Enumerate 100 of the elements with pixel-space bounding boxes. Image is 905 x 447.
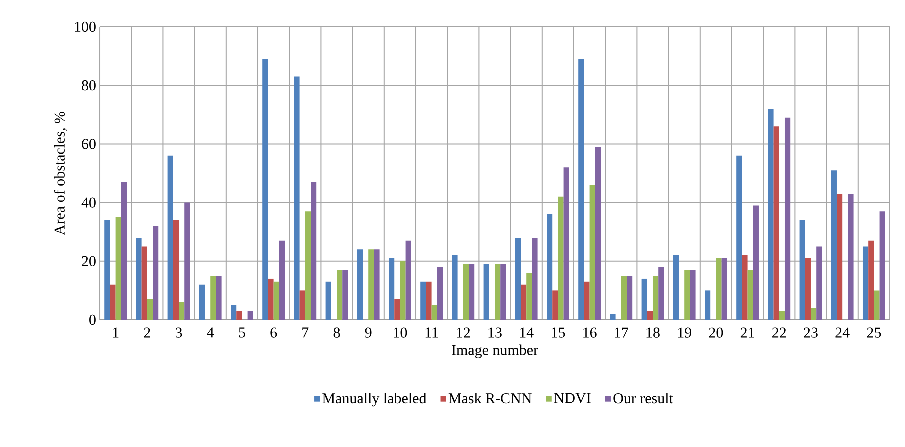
bar — [584, 282, 590, 320]
y-tick-label: 20 — [82, 256, 96, 266]
bar — [874, 290, 880, 320]
x-tick-label: 22 — [772, 328, 786, 338]
bar — [673, 256, 679, 320]
bar — [311, 182, 317, 320]
bar — [116, 217, 122, 320]
bar — [368, 250, 374, 320]
bar — [437, 267, 444, 320]
bar — [142, 246, 148, 320]
bar — [748, 270, 754, 320]
x-tick-label: 25 — [867, 328, 882, 338]
bar — [500, 264, 506, 320]
x-tick-label: 19 — [678, 328, 692, 338]
x-tick-label: 14 — [520, 328, 534, 338]
bar — [274, 282, 280, 320]
bar — [626, 276, 633, 320]
x-tick-label: 5 — [239, 328, 246, 338]
x-tick-label: 2 — [144, 328, 150, 338]
bar — [389, 258, 395, 320]
legend-label: NDVI — [554, 393, 591, 404]
bar — [810, 308, 817, 320]
bar — [168, 156, 174, 320]
bar — [547, 214, 553, 320]
bar — [452, 256, 458, 320]
bar — [236, 311, 242, 320]
x-axis-title: Image number — [452, 344, 538, 358]
x-tick-label: 3 — [176, 328, 182, 338]
x-tick-label: 6 — [270, 328, 278, 338]
bar — [515, 238, 521, 320]
bar — [521, 284, 527, 320]
bar — [147, 299, 154, 320]
bar — [231, 305, 237, 320]
legend-label: Mask R-CNN — [448, 393, 532, 404]
bar — [300, 290, 306, 320]
y-tick-label: 80 — [82, 80, 96, 91]
bar — [621, 276, 627, 320]
bar — [463, 264, 469, 320]
bar — [652, 276, 659, 320]
bar — [610, 314, 616, 320]
bar — [495, 264, 501, 320]
bar — [153, 226, 159, 320]
bar — [774, 126, 780, 320]
bar — [121, 182, 128, 320]
bar — [420, 282, 426, 320]
bar — [268, 278, 274, 320]
bar — [432, 305, 438, 320]
bar — [816, 246, 822, 320]
x-tick-label: 8 — [334, 328, 340, 338]
bar — [532, 238, 538, 320]
bar — [848, 194, 854, 320]
bar — [716, 258, 722, 320]
y-tick-label: 60 — [82, 139, 96, 150]
bar — [722, 258, 728, 320]
bar — [484, 264, 490, 320]
bar — [564, 168, 570, 320]
bar — [784, 118, 791, 320]
bar — [868, 240, 874, 320]
x-tick-label: 18 — [646, 328, 660, 338]
bar — [326, 282, 332, 320]
bar — [862, 246, 869, 320]
bar — [590, 185, 596, 320]
y-tick-label: 100 — [75, 22, 96, 32]
bar — [426, 282, 432, 320]
x-tick-label: 7 — [302, 328, 309, 338]
x-tick-label: 21 — [740, 328, 754, 338]
bar — [394, 299, 400, 320]
bar — [736, 156, 742, 320]
bar — [642, 278, 648, 320]
bar — [658, 267, 664, 320]
bar — [805, 258, 811, 320]
bar — [279, 240, 286, 320]
bar — [184, 202, 190, 320]
bar — [262, 59, 268, 320]
bar — [374, 250, 380, 320]
bar — [342, 270, 348, 320]
y-axis-title: Area of obstacles, % — [54, 112, 68, 236]
y-tick-label: 0 — [90, 314, 96, 326]
y-tick-label: 40 — [82, 198, 96, 208]
x-tick-label: 12 — [457, 328, 470, 338]
x-tick-label: 15 — [552, 328, 566, 338]
bar — [136, 238, 142, 320]
bar — [294, 76, 300, 320]
bar — [173, 220, 180, 320]
bar — [558, 196, 564, 320]
bar — [578, 59, 584, 320]
bar — [400, 261, 406, 320]
x-tick-label: 10 — [394, 328, 408, 338]
bar — [690, 270, 696, 320]
bar — [337, 270, 343, 320]
bar — [800, 220, 806, 320]
bar — [831, 170, 837, 320]
legend-label: Manually labeled — [322, 393, 427, 407]
bar — [406, 240, 412, 320]
bar — [104, 220, 110, 320]
bar — [742, 256, 748, 320]
x-tick-label: 11 — [426, 328, 438, 338]
bar — [248, 311, 254, 320]
x-tick-label: 23 — [804, 328, 818, 338]
x-tick-label: 1 — [113, 328, 119, 338]
